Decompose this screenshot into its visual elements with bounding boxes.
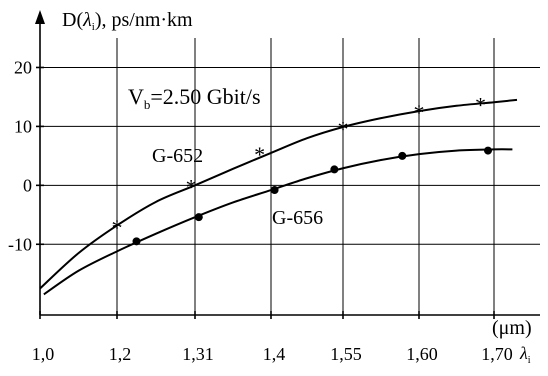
point-g656-0 — [132, 237, 141, 246]
series-line-g652 — [39, 98, 518, 290]
x-tick-label-6: 1,70 — [481, 344, 513, 364]
grid — [40, 38, 540, 315]
x-tick-label-0: 1,0 — [32, 344, 55, 364]
annotation-bitrate: Vb=2.50 Gbit/s — [128, 84, 261, 112]
x-tick-label-1: 1,2 — [109, 344, 132, 364]
point-g656-5 — [484, 146, 492, 155]
series-line-g656 — [43, 148, 513, 296]
point-g652-4: * — [414, 100, 425, 125]
point-g656-4 — [398, 151, 407, 160]
series-curves — [39, 98, 518, 296]
y-tick-label-1: 10 — [14, 116, 32, 136]
y-tick-label-2: 0 — [23, 175, 32, 195]
y-axis-arrow — [35, 10, 45, 24]
tick-labels: 1,0 1,2 1,31 1,4 1,55 1,60 1,70 20 10 0 -10 — [8, 57, 513, 364]
x-tick-label-3: 1,4 — [263, 344, 286, 364]
series-label-g656: G-656 — [272, 207, 323, 229]
point-g656-2 — [270, 186, 279, 195]
point-g652-0: * — [112, 215, 123, 240]
point-g652-2: * — [254, 142, 265, 167]
x-axis-unit: (μm) — [492, 317, 532, 339]
point-g652-3: * — [338, 117, 349, 142]
point-g652-5: * — [475, 92, 486, 117]
x-tick-label-4: 1,55 — [330, 344, 362, 364]
x-tick-label-5: 1,60 — [406, 344, 438, 364]
axes — [35, 10, 540, 319]
y-tick-label-3: -10 — [8, 234, 32, 254]
point-g656-1 — [194, 213, 203, 222]
y-axis-label: D(λi), ps/nm·km — [62, 9, 193, 33]
x-tick-label-2: 1,31 — [182, 344, 214, 364]
x-axis-lambda: λi — [519, 343, 531, 366]
series-label-g652: G-652 — [152, 145, 203, 167]
point-g652-1: * — [186, 174, 197, 199]
point-g656-3 — [330, 165, 339, 174]
y-tick-label-0: 20 — [14, 57, 32, 77]
series-markers: * * * * * * — [112, 92, 492, 246]
